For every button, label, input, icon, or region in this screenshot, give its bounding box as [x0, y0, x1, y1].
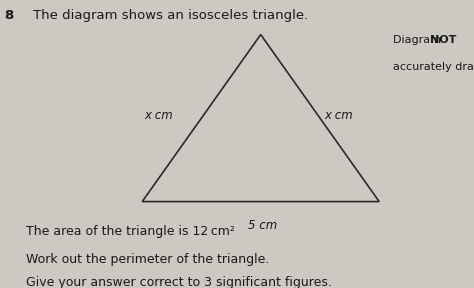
Text: x cm: x cm — [325, 109, 354, 122]
Text: 5 cm: 5 cm — [248, 219, 278, 232]
Text: The area of the triangle is 12 cm²: The area of the triangle is 12 cm² — [26, 225, 235, 238]
Text: Work out the perimeter of the triangle.: Work out the perimeter of the triangle. — [26, 253, 269, 266]
Text: accurately drawn: accurately drawn — [393, 62, 474, 72]
Text: Diagram: Diagram — [393, 35, 445, 45]
Text: The diagram shows an isosceles triangle.: The diagram shows an isosceles triangle. — [33, 9, 309, 22]
Text: NOT: NOT — [430, 35, 457, 45]
Text: Give your answer correct to 3 significant figures.: Give your answer correct to 3 significan… — [26, 276, 332, 288]
Text: x cm: x cm — [144, 109, 173, 122]
Text: 8: 8 — [5, 9, 14, 22]
